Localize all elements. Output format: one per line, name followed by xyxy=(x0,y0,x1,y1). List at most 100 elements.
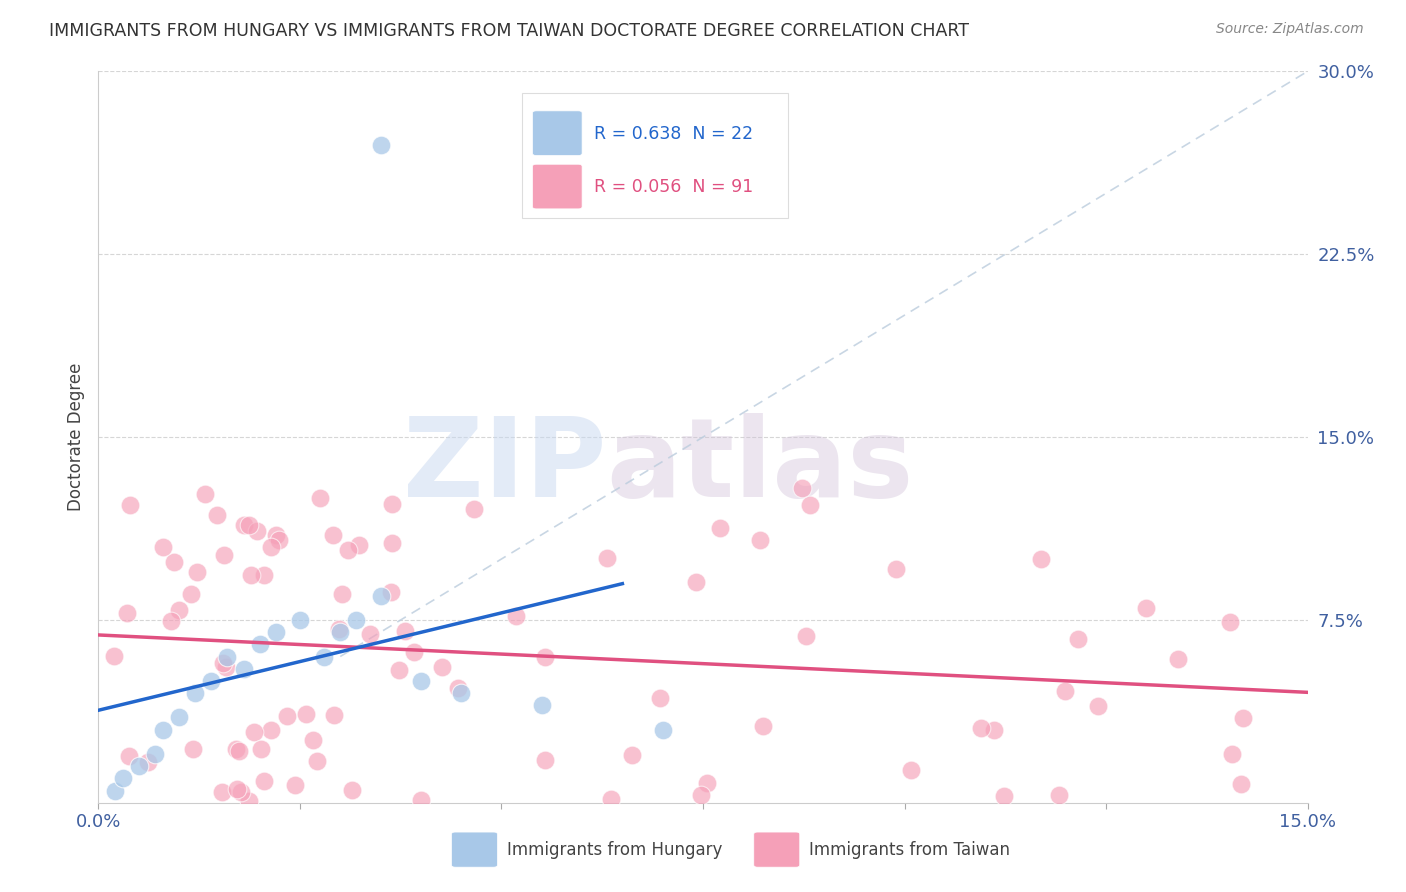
Point xyxy=(302,733,325,747)
Point xyxy=(180,587,202,601)
Point xyxy=(264,527,287,541)
Point xyxy=(212,548,235,562)
Point xyxy=(128,759,150,773)
Point xyxy=(381,535,404,549)
Point xyxy=(1067,632,1090,647)
Point xyxy=(253,773,276,788)
Point xyxy=(314,649,336,664)
Point xyxy=(463,502,485,516)
Point xyxy=(181,742,204,756)
Point xyxy=(225,742,247,756)
Point xyxy=(409,673,432,688)
Point xyxy=(184,686,207,700)
Point xyxy=(432,660,454,674)
Point xyxy=(253,568,276,582)
Point xyxy=(194,487,217,501)
Point xyxy=(162,555,184,569)
Point xyxy=(249,637,271,651)
Text: Immigrants from Hungary: Immigrants from Hungary xyxy=(508,840,723,859)
Point xyxy=(103,648,125,663)
Point xyxy=(264,625,287,640)
Point xyxy=(388,663,411,677)
Point xyxy=(690,789,713,803)
Point xyxy=(332,587,354,601)
Point xyxy=(359,627,381,641)
Point xyxy=(1054,683,1077,698)
Point xyxy=(1047,788,1070,802)
Point xyxy=(322,528,344,542)
Point xyxy=(790,481,813,495)
Point xyxy=(249,742,271,756)
Point xyxy=(347,538,370,552)
Point xyxy=(752,719,775,733)
Point xyxy=(212,656,235,670)
Point xyxy=(228,743,250,757)
Point xyxy=(402,645,425,659)
Point xyxy=(233,518,256,533)
Point xyxy=(1230,777,1253,791)
Point xyxy=(152,540,174,554)
Point xyxy=(450,686,472,700)
FancyBboxPatch shape xyxy=(533,111,582,155)
Point xyxy=(242,724,264,739)
Text: R = 0.638  N = 22: R = 0.638 N = 22 xyxy=(595,125,754,143)
Text: IMMIGRANTS FROM HUNGARY VS IMMIGRANTS FROM TAIWAN DOCTORATE DEGREE CORRELATION C: IMMIGRANTS FROM HUNGARY VS IMMIGRANTS FR… xyxy=(49,22,969,40)
Point xyxy=(340,783,363,797)
Point xyxy=(749,533,772,547)
Point xyxy=(696,775,718,789)
Point xyxy=(120,498,142,512)
Point xyxy=(596,551,619,566)
Point xyxy=(648,690,671,705)
Point xyxy=(138,755,160,769)
Point xyxy=(381,497,404,511)
Point xyxy=(215,660,238,674)
Point xyxy=(1167,652,1189,666)
Point xyxy=(115,606,138,620)
Point xyxy=(238,793,260,807)
Point xyxy=(167,603,190,617)
Point xyxy=(143,747,166,761)
Point xyxy=(380,585,402,599)
Point xyxy=(505,608,527,623)
Point xyxy=(245,524,267,538)
Point xyxy=(534,650,557,665)
Point xyxy=(344,613,367,627)
Point xyxy=(328,622,350,636)
Point xyxy=(993,789,1015,804)
Point xyxy=(709,521,731,535)
Text: ZIP: ZIP xyxy=(404,413,606,520)
Point xyxy=(309,491,332,505)
Point xyxy=(238,517,260,532)
Point xyxy=(337,543,360,558)
Point xyxy=(288,613,311,627)
Point xyxy=(211,785,233,799)
FancyBboxPatch shape xyxy=(533,164,582,209)
FancyBboxPatch shape xyxy=(451,832,498,867)
Point xyxy=(370,137,392,152)
Point xyxy=(394,624,416,639)
Point xyxy=(229,784,252,798)
Point xyxy=(534,753,557,767)
Point xyxy=(411,793,433,807)
Text: Immigrants from Taiwan: Immigrants from Taiwan xyxy=(810,840,1011,859)
FancyBboxPatch shape xyxy=(522,94,787,218)
Text: atlas: atlas xyxy=(606,413,914,520)
Point xyxy=(1087,699,1109,714)
Point xyxy=(217,649,239,664)
FancyBboxPatch shape xyxy=(754,832,800,867)
Point xyxy=(323,708,346,723)
Point xyxy=(207,508,229,522)
Point xyxy=(186,565,208,579)
Point xyxy=(167,710,190,724)
Point xyxy=(1135,600,1157,615)
Point xyxy=(267,533,290,548)
Point xyxy=(685,574,707,589)
Point xyxy=(232,662,254,676)
Point xyxy=(651,723,673,737)
Text: R = 0.056  N = 91: R = 0.056 N = 91 xyxy=(595,178,754,196)
Point xyxy=(200,673,222,688)
Text: Source: ZipAtlas.com: Source: ZipAtlas.com xyxy=(1216,22,1364,37)
Point xyxy=(370,589,392,603)
Point xyxy=(970,722,993,736)
Point xyxy=(111,772,134,786)
